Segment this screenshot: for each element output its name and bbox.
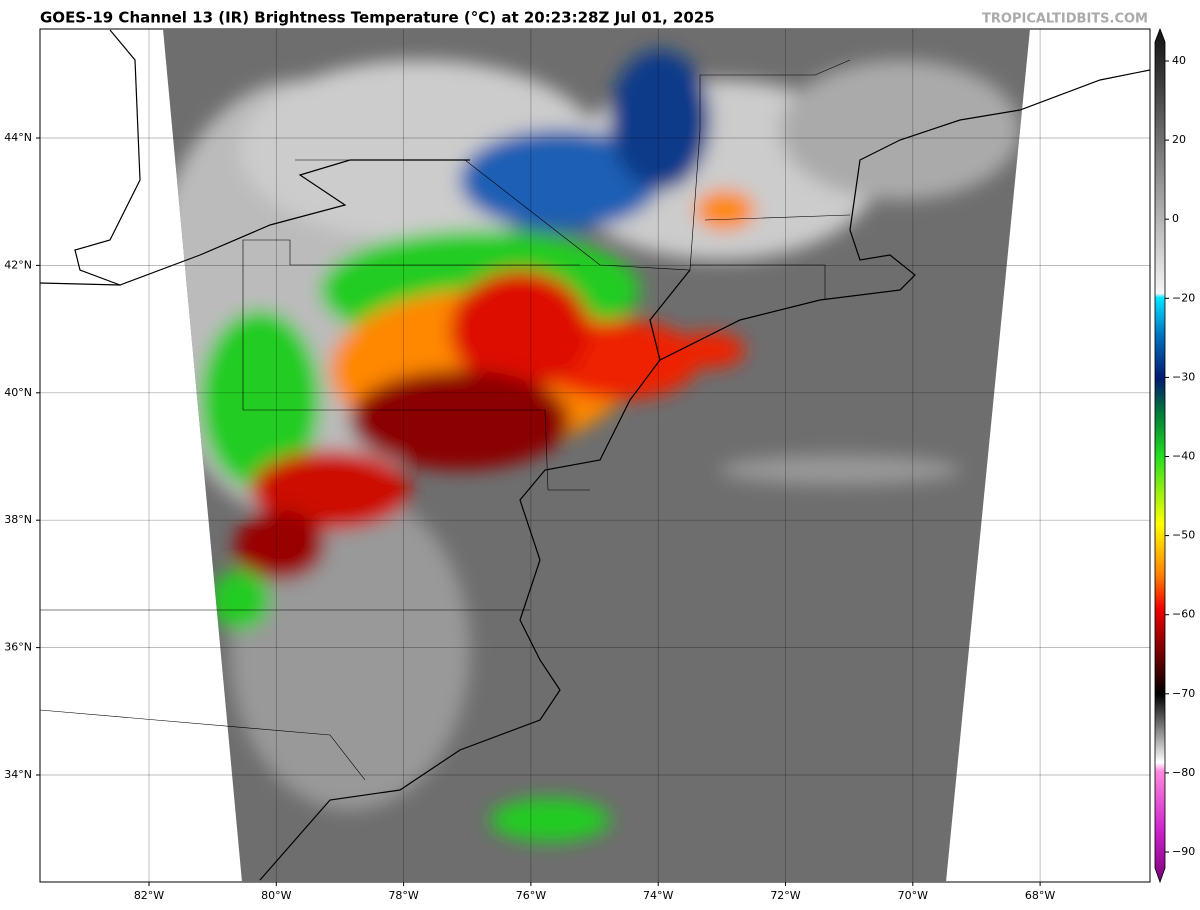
colorbar	[1154, 27, 1166, 884]
borders	[39, 59, 851, 781]
lat-label: 44°N	[4, 131, 32, 144]
title: GOES-19 Channel 13 (IR) Brightness Tempe…	[40, 9, 715, 27]
lat-label: 40°N	[4, 386, 32, 399]
colorbar-scale	[1154, 27, 1166, 884]
colorbar-label: −50	[1172, 529, 1195, 542]
colorbar-label: −20	[1172, 291, 1195, 304]
lon-label: 74°W	[643, 889, 673, 902]
colorbar-label: −40	[1172, 450, 1195, 463]
lon-label: 72°W	[770, 889, 800, 902]
lon-label: 68°W	[1025, 889, 1055, 902]
coastlines	[39, 29, 1151, 881]
lat-label: 34°N	[4, 768, 32, 781]
lon-label: 80°W	[261, 889, 291, 902]
lat-label: 42°N	[4, 258, 32, 271]
colorbar-label: −70	[1172, 687, 1195, 700]
graticule	[36, 29, 1150, 886]
lon-label: 78°W	[388, 889, 418, 902]
colorbar-label: 0	[1172, 212, 1179, 225]
lat-label: 36°N	[4, 641, 32, 654]
colorbar-label: 20	[1172, 133, 1186, 146]
lon-label: 82°W	[134, 889, 164, 902]
colorbar-label: 40	[1172, 54, 1186, 67]
colorbar-label: −80	[1172, 766, 1195, 779]
lat-label: 38°N	[4, 513, 32, 526]
cloud-field	[163, 50, 1020, 842]
lon-label: 76°W	[516, 889, 546, 902]
colorbar-label: −90	[1172, 845, 1195, 858]
lon-label: 70°W	[898, 889, 928, 902]
map	[36, 28, 1151, 886]
watermark: TROPICALTIDBITS.COM	[982, 12, 1148, 27]
colorbar-label: −60	[1172, 608, 1195, 621]
colorbar-label: −30	[1172, 370, 1195, 383]
